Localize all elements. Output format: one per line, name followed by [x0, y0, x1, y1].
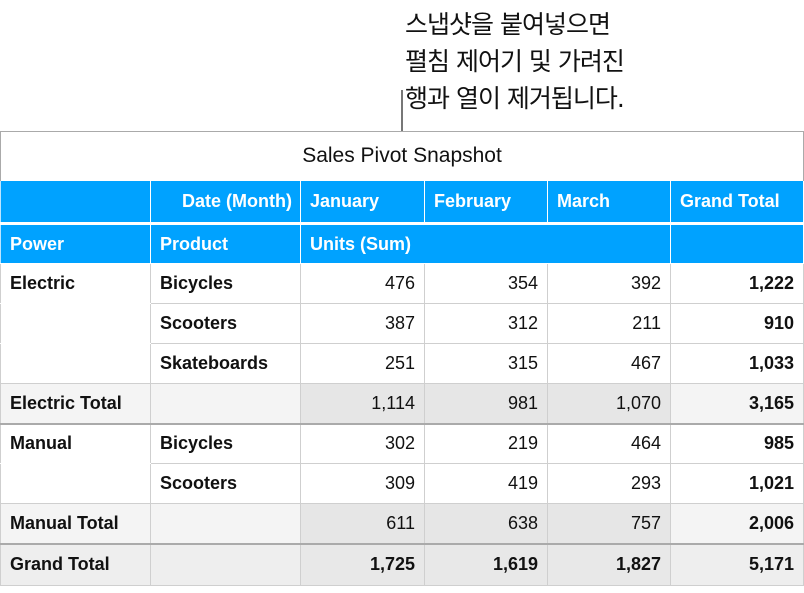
row-total-cell[interactable]: 2,006	[670, 503, 804, 545]
product-cell[interactable]: Bicycles	[150, 423, 301, 464]
month-header[interactable]: March	[547, 180, 671, 225]
power-cell[interactable]: Electric Total	[0, 383, 151, 425]
value-cell[interactable]: 387	[300, 303, 425, 344]
row-total-cell[interactable]: 1,222	[670, 263, 804, 304]
value-cell[interactable]: 251	[300, 343, 425, 384]
table-row[interactable]: Electric Bicycles 476 354 392 1,222	[0, 263, 804, 304]
value-cell[interactable]: 293	[547, 463, 671, 504]
power-cell[interactable]: Manual Total	[0, 503, 151, 545]
product-cell[interactable]: Scooters	[150, 303, 301, 344]
grand-total-row[interactable]: Grand Total 1,725 1,619 1,827 5,171	[0, 542, 804, 586]
value-cell[interactable]: 354	[424, 263, 548, 304]
product-cell[interactable]: Bicycles	[150, 263, 301, 304]
callout-line: 펼침 제어기 및 가려진	[405, 47, 625, 76]
power-cell[interactable]: Electric	[0, 263, 151, 304]
header-cell[interactable]	[670, 223, 804, 264]
power-cell[interactable]	[0, 343, 151, 384]
callout-leader-line	[401, 90, 403, 131]
product-cell[interactable]	[150, 542, 301, 586]
value-cell[interactable]: 1,827	[547, 542, 671, 586]
values-label[interactable]: Units (Sum)	[300, 223, 671, 264]
row-total-cell[interactable]: 910	[670, 303, 804, 344]
value-cell[interactable]: 1,619	[424, 542, 548, 586]
power-header[interactable]: Power	[0, 223, 151, 264]
value-cell[interactable]: 302	[300, 423, 425, 464]
value-cell[interactable]: 476	[300, 263, 425, 304]
value-cell[interactable]: 312	[424, 303, 548, 344]
product-cell[interactable]	[150, 383, 301, 425]
value-cell[interactable]: 211	[547, 303, 671, 344]
table-row[interactable]: Manual Bicycles 302 219 464 985	[0, 423, 804, 464]
table-row[interactable]: Skateboards 251 315 467 1,033	[0, 343, 804, 384]
power-cell[interactable]: Manual	[0, 423, 151, 464]
header-cell[interactable]	[0, 180, 151, 225]
value-cell[interactable]: 757	[547, 503, 671, 545]
column-field-label[interactable]: Date (Month)	[150, 180, 301, 225]
row-total-cell[interactable]: 1,033	[670, 343, 804, 384]
row-total-cell[interactable]: 3,165	[670, 383, 804, 425]
power-cell[interactable]	[0, 463, 151, 504]
pivot-snapshot-table[interactable]: Sales Pivot Snapshot Date (Month) Januar…	[0, 131, 804, 586]
month-header[interactable]: January	[300, 180, 425, 225]
product-cell[interactable]	[150, 503, 301, 545]
product-header[interactable]: Product	[150, 223, 301, 264]
value-cell[interactable]: 1,114	[300, 383, 425, 425]
table-row[interactable]: Scooters 309 419 293 1,021	[0, 463, 804, 504]
value-cell[interactable]: 467	[547, 343, 671, 384]
row-total-cell[interactable]: 1,021	[670, 463, 804, 504]
value-cell[interactable]: 1,725	[300, 542, 425, 586]
value-cell[interactable]: 315	[424, 343, 548, 384]
table-title[interactable]: Sales Pivot Snapshot	[0, 131, 804, 181]
value-cell[interactable]: 1,070	[547, 383, 671, 425]
subtotal-row[interactable]: Manual Total 611 638 757 2,006	[0, 503, 804, 545]
value-cell[interactable]: 309	[300, 463, 425, 504]
callout-line: 행과 열이 제거됩니다.	[405, 84, 625, 113]
value-cell[interactable]: 638	[424, 503, 548, 545]
callout-line: 스냅샷을 붙여넣으면	[405, 10, 611, 39]
power-cell[interactable]: Grand Total	[0, 542, 151, 586]
callout-text: 스냅샷을 붙여넣으면 펼침 제어기 및 가려진 행과 열이 제거됩니다.	[405, 6, 625, 117]
value-cell[interactable]: 219	[424, 423, 548, 464]
table-row[interactable]: Scooters 387 312 211 910	[0, 303, 804, 344]
value-cell[interactable]: 611	[300, 503, 425, 545]
product-cell[interactable]: Scooters	[150, 463, 301, 504]
power-cell[interactable]	[0, 303, 151, 344]
row-header-row: Power Product Units (Sum)	[0, 223, 804, 264]
column-header-row: Date (Month) January February March Gran…	[0, 180, 804, 225]
value-cell[interactable]: 392	[547, 263, 671, 304]
row-total-cell[interactable]: 5,171	[670, 542, 804, 586]
product-cell[interactable]: Skateboards	[150, 343, 301, 384]
row-total-cell[interactable]: 985	[670, 423, 804, 464]
grand-total-header[interactable]: Grand Total	[670, 180, 804, 225]
value-cell[interactable]: 464	[547, 423, 671, 464]
value-cell[interactable]: 419	[424, 463, 548, 504]
value-cell[interactable]: 981	[424, 383, 548, 425]
subtotal-row[interactable]: Electric Total 1,114 981 1,070 3,165	[0, 383, 804, 425]
month-header[interactable]: February	[424, 180, 548, 225]
